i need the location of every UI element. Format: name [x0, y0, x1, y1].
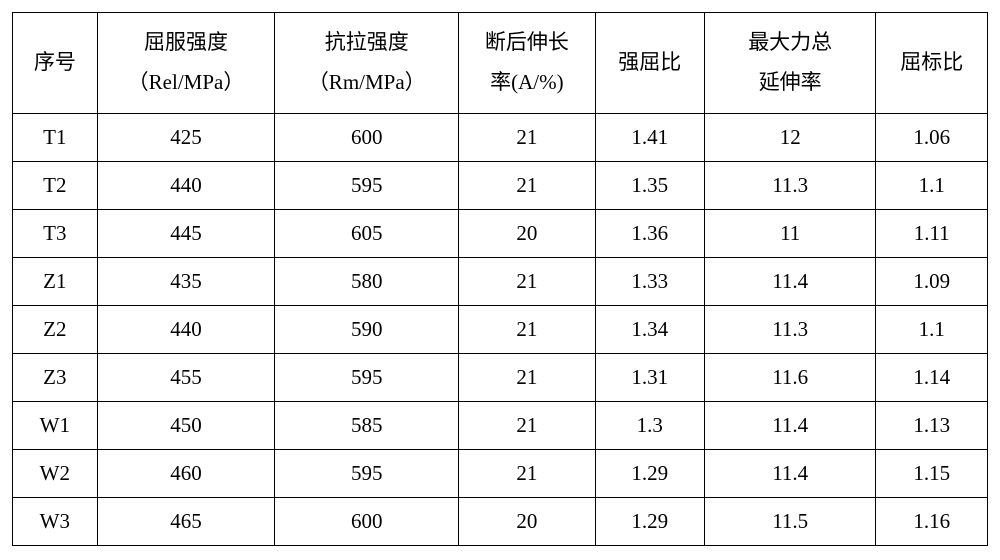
cell-strength-ratio: 1.33: [595, 257, 704, 305]
cell-elongation: 21: [459, 401, 595, 449]
header-label-line2: 延伸率: [759, 70, 822, 94]
header-label-line1: 断后伸长: [485, 30, 569, 54]
header-cell-strength-ratio: 强屈比: [595, 13, 704, 114]
data-table: 序号 屈服强度 （Rel/MPa） 抗拉强度 （Rm/MPa） 断后伸长 率(A…: [12, 12, 988, 546]
cell-elongation: 21: [459, 257, 595, 305]
cell-serial: Z3: [13, 353, 98, 401]
cell-serial: W2: [13, 449, 98, 497]
cell-tensile-strength: 600: [275, 497, 459, 545]
cell-yield-strength: 450: [97, 401, 275, 449]
header-cell-total-elongation: 最大力总 延伸率: [704, 13, 875, 114]
header-row: 序号 屈服强度 （Rel/MPa） 抗拉强度 （Rm/MPa） 断后伸长 率(A…: [13, 13, 988, 114]
cell-yield-standard-ratio: 1.06: [876, 113, 988, 161]
cell-tensile-strength: 595: [275, 161, 459, 209]
cell-elongation: 21: [459, 353, 595, 401]
cell-yield-strength: 425: [97, 113, 275, 161]
cell-tensile-strength: 590: [275, 305, 459, 353]
cell-elongation: 21: [459, 305, 595, 353]
cell-tensile-strength: 600: [275, 113, 459, 161]
table-row: Z3 455 595 21 1.31 11.6 1.14: [13, 353, 988, 401]
header-cell-tensile-strength: 抗拉强度 （Rm/MPa）: [275, 13, 459, 114]
header-label-line1: 屈标比: [900, 50, 963, 74]
cell-serial: W1: [13, 401, 98, 449]
table-row: Z2 440 590 21 1.34 11.3 1.1: [13, 305, 988, 353]
cell-yield-strength: 460: [97, 449, 275, 497]
cell-yield-strength: 455: [97, 353, 275, 401]
cell-strength-ratio: 1.29: [595, 497, 704, 545]
cell-total-elongation: 11.3: [704, 161, 875, 209]
header-cell-yield-strength: 屈服强度 （Rel/MPa）: [97, 13, 275, 114]
cell-strength-ratio: 1.31: [595, 353, 704, 401]
cell-strength-ratio: 1.41: [595, 113, 704, 161]
cell-elongation: 21: [459, 113, 595, 161]
table-row: Z1 435 580 21 1.33 11.4 1.09: [13, 257, 988, 305]
cell-serial: Z1: [13, 257, 98, 305]
cell-tensile-strength: 595: [275, 449, 459, 497]
table-row: W1 450 585 21 1.3 11.4 1.13: [13, 401, 988, 449]
cell-strength-ratio: 1.36: [595, 209, 704, 257]
table-row: T1 425 600 21 1.41 12 1.06: [13, 113, 988, 161]
cell-yield-standard-ratio: 1.13: [876, 401, 988, 449]
header-label-line2: （Rel/MPa）: [128, 70, 245, 94]
cell-serial: T2: [13, 161, 98, 209]
header-label-line1: 抗拉强度: [325, 30, 409, 54]
cell-yield-standard-ratio: 1.1: [876, 305, 988, 353]
cell-yield-strength: 440: [97, 161, 275, 209]
cell-yield-standard-ratio: 1.09: [876, 257, 988, 305]
cell-serial: W3: [13, 497, 98, 545]
cell-strength-ratio: 1.34: [595, 305, 704, 353]
cell-strength-ratio: 1.29: [595, 449, 704, 497]
cell-yield-strength: 440: [97, 305, 275, 353]
cell-tensile-strength: 595: [275, 353, 459, 401]
cell-total-elongation: 11: [704, 209, 875, 257]
cell-tensile-strength: 585: [275, 401, 459, 449]
cell-yield-standard-ratio: 1.16: [876, 497, 988, 545]
cell-total-elongation: 12: [704, 113, 875, 161]
cell-strength-ratio: 1.35: [595, 161, 704, 209]
header-label-line1: 序号: [34, 50, 76, 74]
cell-yield-strength: 445: [97, 209, 275, 257]
cell-total-elongation: 11.6: [704, 353, 875, 401]
cell-total-elongation: 11.4: [704, 257, 875, 305]
table-body: T1 425 600 21 1.41 12 1.06 T2 440 595 21…: [13, 113, 988, 545]
header-label-line1: 屈服强度: [144, 30, 228, 54]
table-row: T2 440 595 21 1.35 11.3 1.1: [13, 161, 988, 209]
cell-strength-ratio: 1.3: [595, 401, 704, 449]
cell-total-elongation: 11.3: [704, 305, 875, 353]
cell-serial: T1: [13, 113, 98, 161]
table-row: T3 445 605 20 1.36 11 1.11: [13, 209, 988, 257]
cell-yield-standard-ratio: 1.11: [876, 209, 988, 257]
cell-tensile-strength: 580: [275, 257, 459, 305]
header-label-line2: 率(A/%): [490, 70, 563, 94]
header-label-line2: （Rm/MPa）: [308, 70, 426, 94]
cell-total-elongation: 11.4: [704, 449, 875, 497]
header-cell-serial: 序号: [13, 13, 98, 114]
cell-yield-standard-ratio: 1.1: [876, 161, 988, 209]
cell-yield-strength: 465: [97, 497, 275, 545]
cell-yield-standard-ratio: 1.15: [876, 449, 988, 497]
cell-serial: T3: [13, 209, 98, 257]
cell-tensile-strength: 605: [275, 209, 459, 257]
cell-elongation: 21: [459, 161, 595, 209]
table-row: W3 465 600 20 1.29 11.5 1.16: [13, 497, 988, 545]
header-cell-yield-standard-ratio: 屈标比: [876, 13, 988, 114]
cell-yield-strength: 435: [97, 257, 275, 305]
table-row: W2 460 595 21 1.29 11.4 1.15: [13, 449, 988, 497]
cell-serial: Z2: [13, 305, 98, 353]
cell-elongation: 21: [459, 449, 595, 497]
header-label-line1: 最大力总: [748, 30, 832, 54]
cell-total-elongation: 11.5: [704, 497, 875, 545]
header-cell-elongation: 断后伸长 率(A/%): [459, 13, 595, 114]
cell-elongation: 20: [459, 209, 595, 257]
cell-yield-standard-ratio: 1.14: [876, 353, 988, 401]
cell-total-elongation: 11.4: [704, 401, 875, 449]
header-label-line1: 强屈比: [618, 50, 681, 74]
cell-elongation: 20: [459, 497, 595, 545]
